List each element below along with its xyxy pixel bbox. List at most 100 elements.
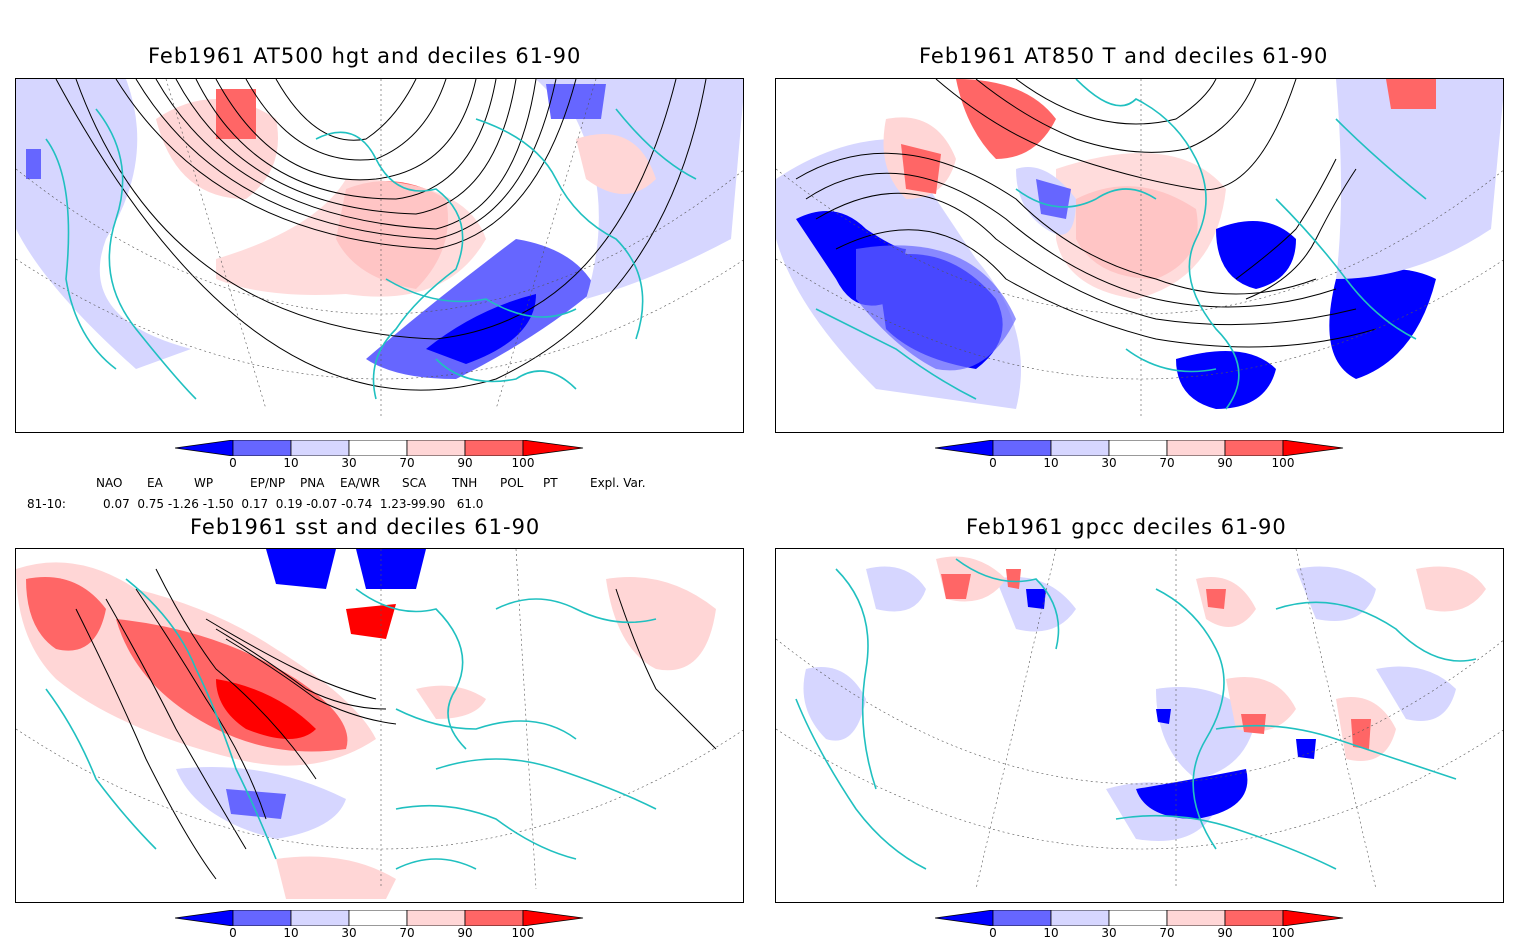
panel-2-anomaly-red-north xyxy=(956,79,1056,159)
cbar1-label-4: 90 xyxy=(457,456,473,470)
panel-4-colorbar-swatches xyxy=(934,909,1344,927)
cbar1-seg-4 xyxy=(406,439,466,457)
cbar1-label-1: 10 xyxy=(283,456,299,470)
panel-2-colorbar: 0 10 30 70 90 100 xyxy=(934,439,1345,470)
panel-4-precip-red xyxy=(941,569,1371,749)
cbar4-seg-2 xyxy=(1050,909,1110,927)
index-header-pol: POL xyxy=(500,476,524,490)
panel-1-anomaly-red-north xyxy=(216,89,256,139)
panel-2-anomaly-light-blue-east xyxy=(1336,79,1503,279)
panel-2-graticule xyxy=(776,79,1503,419)
panel-4-title: Feb1961 gpcc deciles 61-90 xyxy=(966,515,1287,539)
cbar2-seg-0 xyxy=(934,439,994,457)
panel-2-anomaly-red-northwest xyxy=(901,144,941,194)
panel-2-title: Feb1961 AT850 T and deciles 61-90 xyxy=(919,44,1329,68)
panel-4-map xyxy=(775,548,1504,903)
panel-3-anomaly-red-north xyxy=(346,604,396,639)
panel-3-anomaly-blue-north-2 xyxy=(356,549,426,589)
panel-1-anomaly-blue-northeast xyxy=(546,84,606,119)
panel-2-anomaly-blue-east xyxy=(1216,221,1296,289)
panel-3-anomaly-dark-red-center xyxy=(216,679,316,739)
panel-1-colorbar-swatches xyxy=(174,439,584,457)
panel-2-anomaly-blue-south xyxy=(1176,351,1276,409)
panel-2-map-canvas xyxy=(776,79,1503,419)
cbar2-seg-6 xyxy=(1282,439,1344,457)
cbar4-label-0: 0 xyxy=(989,926,997,940)
cbar1-seg-5 xyxy=(464,439,524,457)
panel-2-anomaly-blue-southeast xyxy=(1329,269,1436,379)
cbar1-label-3: 70 xyxy=(399,456,415,470)
panel-1-colorbar: 0 10 30 70 90 100 xyxy=(174,439,585,470)
cbar4-seg-4 xyxy=(1166,909,1226,927)
panel-2-anomaly-pink-northeast xyxy=(1386,79,1436,109)
cbar4-seg-6 xyxy=(1282,909,1344,927)
index-header-epnp: EP/NP xyxy=(250,476,286,490)
index-header-wp: WP xyxy=(194,476,214,490)
cbar3-label-3: 70 xyxy=(399,926,415,940)
panel-1-anomaly-blue-east xyxy=(366,239,596,379)
cbar2-label-2: 30 xyxy=(1101,456,1117,470)
cbar2-label-0: 0 xyxy=(989,456,997,470)
panel-3-colorbar: 0 10 30 70 90 100 xyxy=(174,909,585,940)
cbar4-seg-0 xyxy=(934,909,994,927)
panel-1-anomaly-blue-west xyxy=(26,149,41,179)
panel-3-map xyxy=(15,548,744,903)
panel-4-colorbar: 0 10 30 70 90 100 xyxy=(934,909,1345,940)
cbar2-label-4: 90 xyxy=(1217,456,1233,470)
panel-4-graticule xyxy=(776,549,1503,890)
cbar1-label-0: 0 xyxy=(229,456,237,470)
panel-2-anomaly-blue-center xyxy=(1036,179,1071,219)
cbar2-seg-3 xyxy=(1108,439,1168,457)
panel-3-anomaly-blue-north xyxy=(266,549,336,589)
panel-4-map-canvas xyxy=(776,549,1503,890)
panel-1-graticule xyxy=(16,79,743,419)
panel-4-precip-light-blue xyxy=(803,566,1456,841)
cbar4-seg-3 xyxy=(1108,909,1168,927)
panel-3-anomaly-pink-mid xyxy=(416,685,486,719)
cbar1-label-5: 100 xyxy=(511,456,535,470)
panel-3-anomaly-blue-south xyxy=(226,789,286,819)
index-header-sca: SCA xyxy=(402,476,427,490)
cbar2-seg-2 xyxy=(1050,439,1110,457)
cbar2-seg-1 xyxy=(992,439,1052,457)
cbar4-label-1: 10 xyxy=(1043,926,1059,940)
panel-1-anomaly-light-blue-west xyxy=(16,79,191,369)
cbar2-label-3: 70 xyxy=(1159,456,1175,470)
cbar2-seg-4 xyxy=(1166,439,1226,457)
index-header-tnh: TNH xyxy=(452,476,478,490)
panel-1-anomaly-pink-east xyxy=(576,134,656,194)
index-header-expl-var: Expl. Var. xyxy=(590,476,646,490)
panel-3-anomaly-pink-south xyxy=(276,856,396,899)
cbar2-seg-5 xyxy=(1224,439,1284,457)
panel-2-map xyxy=(775,78,1504,433)
panel-2-coastlines xyxy=(815,79,1427,410)
panel-3-coastlines xyxy=(45,578,657,870)
cbar4-label-5: 100 xyxy=(1271,926,1295,940)
panel-2-contours xyxy=(795,79,1377,348)
cbar2-label-1: 10 xyxy=(1043,456,1059,470)
panel-3-colorbar-swatches xyxy=(174,909,584,927)
cbar1-seg-3 xyxy=(348,439,408,457)
panel-3-graticule xyxy=(16,549,743,890)
index-header-nao: NAO xyxy=(96,476,123,490)
panel-1-coastlines xyxy=(45,108,697,400)
cbar3-label-4: 90 xyxy=(457,926,473,940)
cbar3-label-5: 100 xyxy=(511,926,535,940)
panel-1-anomaly-dark-blue-east xyxy=(426,294,536,364)
cbar3-seg-3 xyxy=(348,909,408,927)
panel-4-coastlines xyxy=(795,558,1477,870)
cbar3-seg-0 xyxy=(174,909,234,927)
cbar3-seg-4 xyxy=(406,909,466,927)
cbar4-seg-5 xyxy=(1224,909,1284,927)
panel-3-anomaly-red-west xyxy=(26,577,106,651)
cbar3-seg-2 xyxy=(290,909,350,927)
panel-4-precip-blue xyxy=(1026,589,1316,819)
cbar3-seg-5 xyxy=(464,909,524,927)
cbar3-seg-1 xyxy=(232,909,292,927)
cbar1-seg-0 xyxy=(174,439,234,457)
panel-2-anomaly-mid-blue-southwest xyxy=(856,245,1016,371)
index-header-pt: PT xyxy=(543,476,558,490)
index-row-values: 0.07 0.75 -1.26 -1.50 0.17 0.19 -0.07 -0… xyxy=(103,497,484,511)
index-header-pna: PNA xyxy=(300,476,325,490)
index-header-ea: EA xyxy=(147,476,163,490)
